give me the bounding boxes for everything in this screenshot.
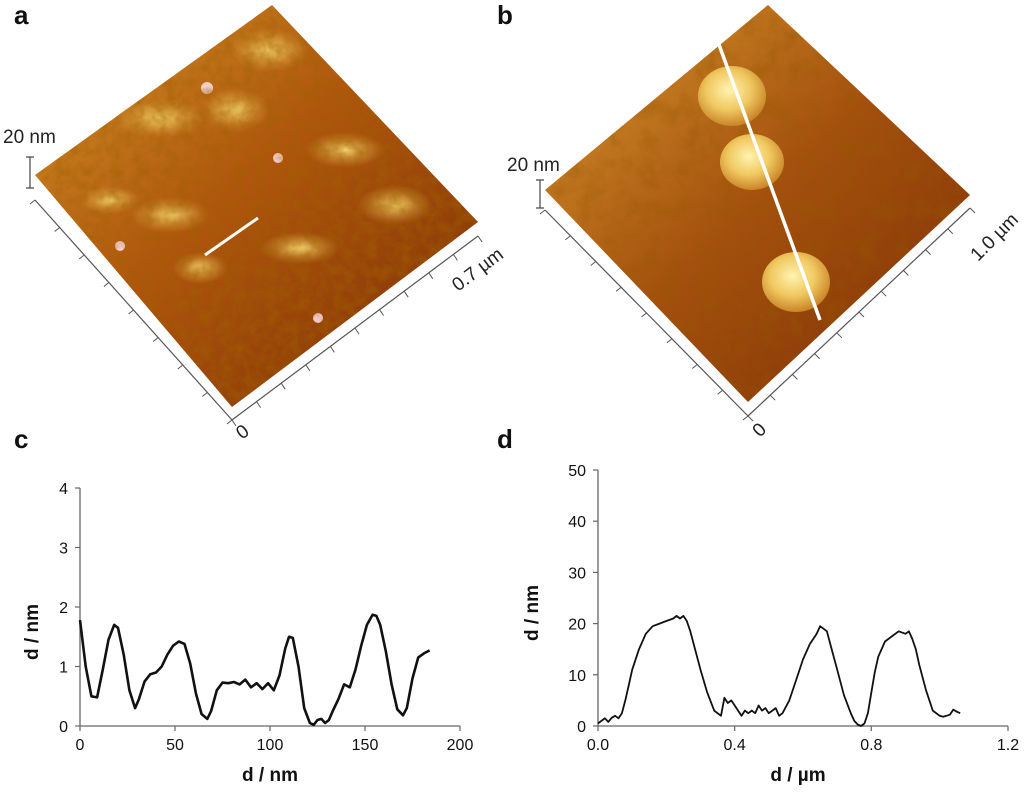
y-tick-label: 1 [59,660,68,677]
nanoparticle-bump-3 [762,252,830,312]
base-tick [477,235,483,243]
base-tick [177,364,184,370]
base-tick [280,382,286,390]
base-tick [226,419,233,425]
base-tick [202,392,208,397]
y-tick-label: 4 [59,481,68,498]
base-tick [78,254,85,260]
base-axis-ticks-b [539,207,976,422]
afm-texture-a [35,5,478,407]
base-tick [256,401,262,408]
base-tick [792,374,798,380]
afm-texture-b [545,5,970,402]
panel-letter-d: d [497,424,513,454]
nanoparticle-bump-1 [698,66,766,126]
base-tick [329,346,335,353]
y-tick-label: 0 [59,719,68,736]
y-tick-label: 50 [568,463,586,480]
afm-image-b: 20 nm 1.0 µm 0 [507,5,1023,442]
base-axis-ticks-a [29,199,483,427]
y-axis-label: d / nm [522,585,543,641]
base-tick [903,270,909,276]
x-tick-label: 1.2 [997,737,1019,754]
base-tick [103,282,110,287]
base-tick [539,209,546,215]
x-axis-label: d / nm [242,765,298,786]
y-tick-label: 3 [59,541,68,558]
nanoparticle-bump-2 [720,134,784,190]
base-tick [305,364,311,372]
base-tick [880,290,887,297]
y-axis-label: d / nm [22,604,43,660]
panel-letter-c: c [14,424,29,454]
y-tick-label: 40 [568,514,586,531]
base-tick [742,415,749,421]
base-tick [641,312,647,318]
base-tick [128,309,134,315]
profile-chart-d: 0.0 0.4 0.8 1.2 0 10 20 30 40 50 d / µm d / nm [522,463,1019,786]
origin-label-b: 0 [749,419,771,441]
y-tick-label: 0 [577,719,586,736]
base-tick [947,228,954,235]
base-tick [452,254,458,261]
x-tick-label: 0.4 [724,737,746,754]
x-tick-label: 0.0 [587,737,609,754]
x-tick-label: 150 [352,737,379,754]
base-tick [54,227,60,232]
base-tick [666,338,673,344]
base-tick [354,327,360,335]
base-tick [29,199,36,205]
profile-line-b [716,41,822,321]
origin-label-a: 0 [232,421,253,444]
base-tick [565,235,571,241]
profile-chart-c: 0 50 100 150 200 0 1 2 3 4 d / nm d / nm [22,481,473,786]
panel-letter-b: b [497,0,513,30]
base-tick [925,249,931,255]
x-tick-label: 50 [166,737,184,754]
base-tick [379,309,385,316]
x-tick-label: 0.8 [860,737,882,754]
x-tick-label: 200 [447,737,474,754]
y-tick-label: 10 [568,668,586,685]
y-tick-label: 2 [59,600,68,617]
y-tick-label: 20 [568,617,586,634]
base-tick [717,389,723,395]
afm-image-a: 20 nm 0.7 µm 0 [3,5,508,444]
base-tick [691,364,698,369]
z-scale-label-a: 20 nm [3,127,56,148]
x-axis-label: d / µm [770,765,825,786]
base-tick [231,419,237,427]
base-tick [428,272,434,280]
base-tick [814,353,820,359]
panel-letter-a: a [14,0,29,30]
base-tick [858,311,865,318]
profile-series-line [597,615,961,727]
base-tick [836,332,843,339]
base-tick [590,261,597,266]
base-tick [152,337,159,342]
x-tick-label: 0 [76,737,85,754]
profile-series-line [78,613,431,727]
profile-line-a [204,216,259,257]
base-tick [769,394,776,401]
base-tick [403,290,409,298]
z-scale-label-b: 20 nm [507,155,560,176]
base-tick [615,286,622,292]
base-tick [969,207,976,214]
lateral-label-b: 1.0 µm [967,209,1023,265]
base-tick [747,415,754,422]
y-tick-label: 30 [568,565,586,582]
x-tick-label: 100 [257,737,284,754]
